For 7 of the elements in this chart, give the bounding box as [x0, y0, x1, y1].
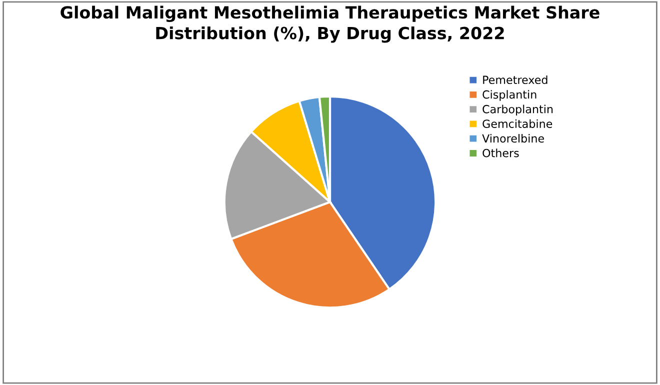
legend-label: Vinorelbine — [482, 134, 544, 143]
legend-label: Gemcitabine — [482, 119, 552, 128]
legend-label: Carboplantin — [482, 104, 553, 116]
legend-label: Pemetrexed — [483, 75, 548, 84]
legend-label: Cisplantin — [482, 90, 536, 101]
chart-title: Global Maligant Mesothelimia Theraupetics Market Share Distribution (%), By Drug Class, 2022 — [60, 6, 600, 43]
legend-label: Others — [482, 148, 519, 158]
